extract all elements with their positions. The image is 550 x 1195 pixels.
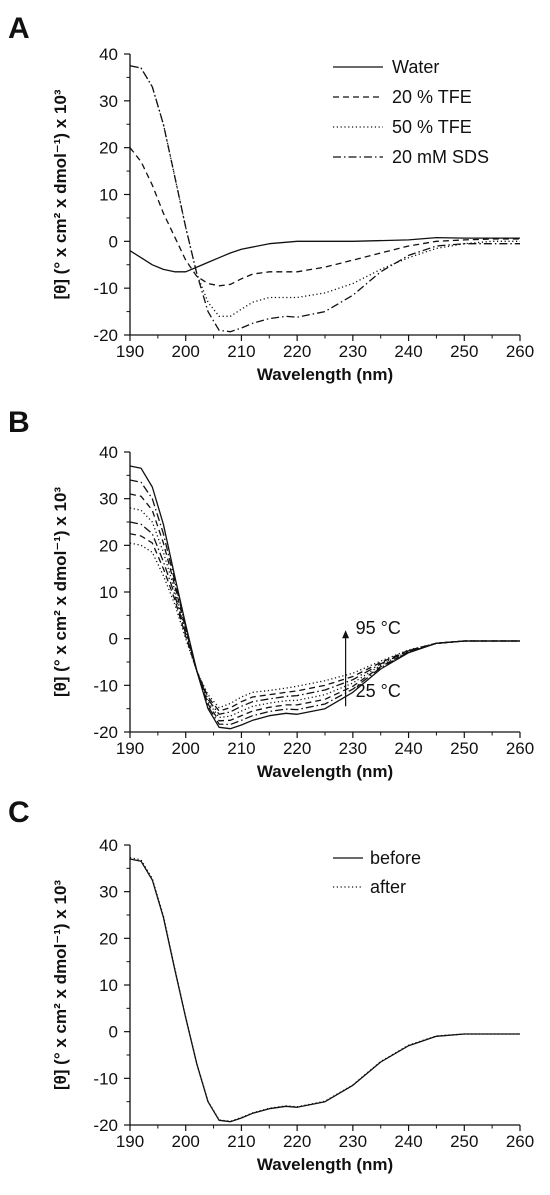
x-tick-label: 240 bbox=[394, 342, 422, 361]
series-line-1 bbox=[129, 479, 520, 726]
x-tick-label: 230 bbox=[339, 739, 367, 758]
x-tick-label: 220 bbox=[283, 739, 311, 758]
x-tick-label: 210 bbox=[227, 1132, 255, 1151]
series-line-50-tfe bbox=[129, 65, 520, 317]
y-tick-label: 30 bbox=[99, 883, 118, 902]
x-tick-label: 250 bbox=[450, 1132, 478, 1151]
series-line-after bbox=[129, 856, 520, 1122]
y-axis-title: [θ] (° x cm² x dmol⁻¹) x 10³ bbox=[51, 487, 70, 697]
legend-label: after bbox=[370, 877, 406, 897]
x-axis-title: Wavelength (nm) bbox=[257, 762, 393, 781]
legend: before after bbox=[333, 848, 421, 897]
x-tick-label: 190 bbox=[116, 739, 144, 758]
x-tick-label: 230 bbox=[339, 1132, 367, 1151]
y-tick-label: -20 bbox=[93, 1116, 118, 1135]
x-tick-label: 250 bbox=[450, 342, 478, 361]
y-tick-label: 20 bbox=[99, 536, 118, 555]
y-axis-title: [θ] (° x cm² x dmol⁻¹) x 10³ bbox=[51, 89, 70, 299]
x-tick-label: 240 bbox=[394, 1132, 422, 1151]
panel-b: B 190 200 210 220 230 240 250 260 -20 -10 0 10 20 30 40… bbox=[8, 406, 534, 781]
x-tick-label: 210 bbox=[227, 739, 255, 758]
panel-letter: B bbox=[8, 406, 30, 439]
x-tick-label: 240 bbox=[394, 739, 422, 758]
x-tick-label: 210 bbox=[227, 342, 255, 361]
y-tick-label: -10 bbox=[93, 1069, 118, 1088]
series-line-6 bbox=[129, 542, 520, 709]
legend-label: 50 % TFE bbox=[392, 117, 472, 137]
series-line-before bbox=[129, 858, 520, 1123]
y-tick-label: -10 bbox=[93, 279, 118, 298]
y-tick-label: 0 bbox=[109, 1023, 118, 1042]
legend-label: before bbox=[370, 848, 421, 868]
y-tick-label: -10 bbox=[93, 676, 118, 695]
y-tick-label: -20 bbox=[93, 326, 118, 345]
y-tick-label: 0 bbox=[109, 630, 118, 649]
y-tick-label: 30 bbox=[99, 490, 118, 509]
y-tick-label: 20 bbox=[99, 929, 118, 948]
x-tick-label: 190 bbox=[116, 1132, 144, 1151]
panel-letter: C bbox=[8, 796, 30, 829]
panel-c: C 190 200 210 220 230 240 250 260 -20 -10 0 10 20 30 40… bbox=[8, 796, 534, 1174]
x-tick-label: 260 bbox=[506, 342, 534, 361]
y-tick-label: 10 bbox=[99, 976, 118, 995]
series-line-0 bbox=[129, 465, 520, 730]
x-tick-label: 200 bbox=[172, 739, 200, 758]
y-axis-title: [θ] (° x cm² x dmol⁻¹) x 10³ bbox=[51, 880, 70, 1090]
annotation-label: 95 °C bbox=[356, 618, 401, 638]
y-tick-label: 0 bbox=[109, 232, 118, 251]
x-tick-label: 200 bbox=[172, 342, 200, 361]
series-line-2 bbox=[129, 493, 520, 722]
y-tick-label: 10 bbox=[99, 186, 118, 205]
x-tick-label: 230 bbox=[339, 342, 367, 361]
panel-letter: A bbox=[8, 12, 30, 45]
x-tick-label: 250 bbox=[450, 739, 478, 758]
y-tick-label: 40 bbox=[99, 836, 118, 855]
x-tick-label: 220 bbox=[283, 342, 311, 361]
x-tick-label: 220 bbox=[283, 1132, 311, 1151]
x-tick-label: 200 bbox=[172, 1132, 200, 1151]
x-axis-title: Wavelength (nm) bbox=[257, 1155, 393, 1174]
y-tick-label: -20 bbox=[93, 723, 118, 742]
y-tick-label: 40 bbox=[99, 45, 118, 64]
series-line-water bbox=[129, 236, 520, 273]
arrow-head-icon bbox=[342, 630, 350, 639]
series-line-4 bbox=[129, 521, 520, 715]
y-tick-label: 40 bbox=[99, 443, 118, 462]
series-line-3 bbox=[129, 507, 520, 719]
legend-label: 20 mM SDS bbox=[392, 147, 489, 167]
panel-a: A 190 200 210 220 230 240 250 260 -20 -10 0 10 20 30 40… bbox=[8, 12, 534, 384]
x-tick-label: 260 bbox=[506, 1132, 534, 1151]
legend-label: Water bbox=[392, 57, 439, 77]
y-tick-label: 10 bbox=[99, 583, 118, 602]
y-tick-label: 20 bbox=[99, 139, 118, 158]
y-tick-label: 30 bbox=[99, 92, 118, 111]
x-axis-title: Wavelength (nm) bbox=[257, 365, 393, 384]
series-line-20-mm-sds bbox=[129, 65, 520, 333]
annotation-label: 25 °C bbox=[356, 681, 401, 701]
series-line-20-tfe bbox=[129, 147, 520, 287]
series-line-5 bbox=[129, 533, 520, 712]
legend: Water 20 % TFE 50 % TFE 20 mM SDS bbox=[333, 57, 489, 167]
x-tick-label: 260 bbox=[506, 739, 534, 758]
legend-label: 20 % TFE bbox=[392, 87, 472, 107]
x-tick-label: 190 bbox=[116, 342, 144, 361]
